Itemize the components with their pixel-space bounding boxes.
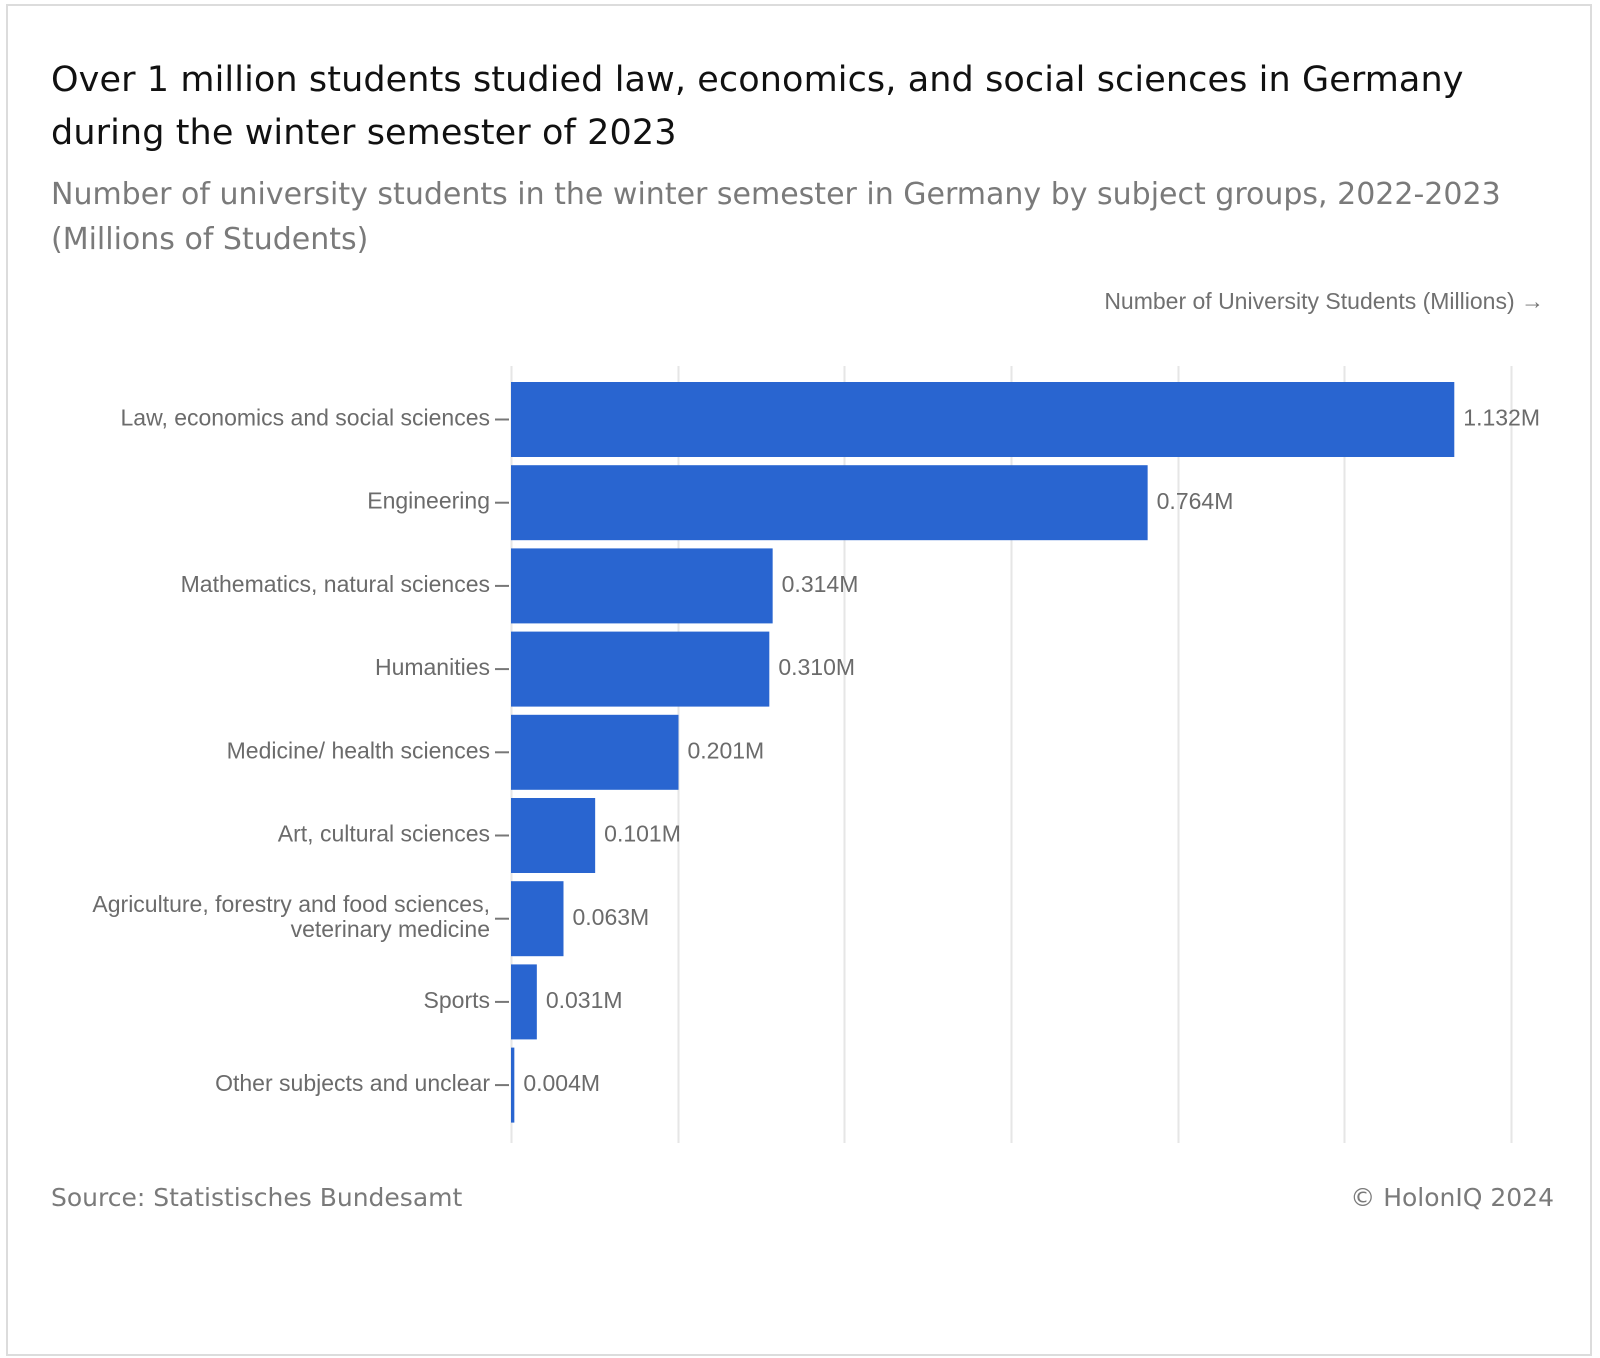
bar bbox=[511, 631, 770, 707]
value-label: 0.063M bbox=[572, 904, 649, 930]
bar bbox=[511, 382, 1455, 457]
y-axis-ticks bbox=[495, 418, 509, 1087]
bar bbox=[511, 798, 596, 873]
chart-subtitle: Number of university students in the win… bbox=[51, 177, 1501, 257]
bars bbox=[511, 382, 1455, 1123]
copyright-note: © HolonIQ 2024 bbox=[1350, 1183, 1554, 1212]
category-label: Sports bbox=[424, 987, 490, 1013]
category-label-line: Sports bbox=[424, 987, 490, 1013]
chart-card bbox=[6, 4, 1592, 1356]
category-labels: Law, economics and social sciences Engine… bbox=[92, 405, 490, 1097]
x-axis-title: Number of University Students (Millions)… bbox=[1104, 288, 1544, 314]
bar bbox=[511, 964, 537, 1040]
bar bbox=[511, 1047, 515, 1123]
bar-chart: Law, economics and social sciences Engine… bbox=[92, 366, 1540, 1143]
category-label: Engineering bbox=[367, 488, 490, 514]
category-label: Art, cultural sciences bbox=[278, 821, 490, 847]
category-label-line: veterinary medicine bbox=[291, 916, 490, 942]
value-label: 0.314M bbox=[782, 571, 859, 597]
category-label-line: Other subjects and unclear bbox=[215, 1070, 490, 1096]
category-label: Agriculture, forestry and food sciences,… bbox=[92, 891, 490, 942]
category-label: Humanities bbox=[375, 654, 490, 680]
bar bbox=[511, 548, 773, 624]
value-label: 0.031M bbox=[546, 987, 623, 1013]
category-label-line: Agriculture, forestry and food sciences, bbox=[92, 891, 490, 917]
source-note: Source: Statistisches Bundesamt bbox=[51, 1183, 463, 1212]
category-label: Mathematics, natural sciences bbox=[181, 571, 490, 597]
category-label: Medicine/ health sciences bbox=[227, 737, 490, 763]
bar bbox=[511, 465, 1148, 541]
value-label: 0.764M bbox=[1157, 488, 1234, 514]
value-labels: 1.132M 0.764M 0.314M 0.310M 0.201M 0.101M 0.06… bbox=[523, 405, 1540, 1097]
value-label: 1.132M bbox=[1463, 405, 1540, 431]
category-label-line: Law, economics and social sciences bbox=[121, 405, 490, 431]
category-label: Law, economics and social sciences bbox=[121, 405, 490, 431]
value-label: 0.101M bbox=[604, 821, 681, 847]
value-label: 0.004M bbox=[523, 1070, 600, 1096]
category-label-line: Engineering bbox=[367, 488, 490, 514]
category-label-line: Mathematics, natural sciences bbox=[181, 571, 490, 597]
category-label-line: Art, cultural sciences bbox=[278, 821, 490, 847]
category-label-line: Medicine/ health sciences bbox=[227, 737, 490, 763]
value-label: 0.310M bbox=[778, 654, 855, 680]
chart-title: Over 1 million students studied law, eco… bbox=[51, 60, 1464, 153]
category-label: Other subjects and unclear bbox=[215, 1070, 490, 1096]
bar bbox=[511, 881, 564, 957]
category-label-line: Humanities bbox=[375, 654, 490, 680]
bar bbox=[511, 714, 679, 790]
value-label: 0.201M bbox=[687, 737, 764, 763]
